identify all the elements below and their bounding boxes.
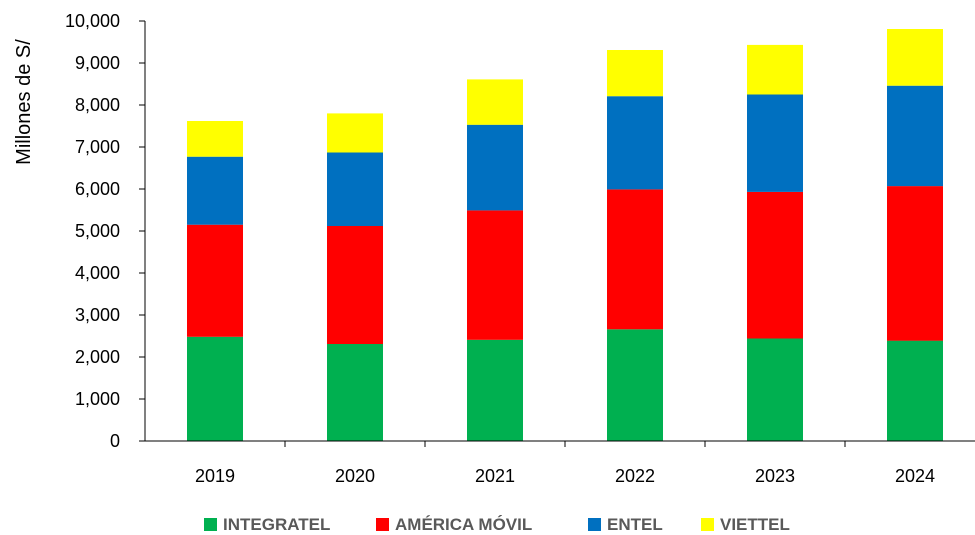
bar-2021-series-1 (467, 210, 523, 340)
y-axis: 0 1,000 2,000 3,000 4,000 5,000 6,000 7,000 8,00… (65, 11, 146, 451)
bar-2024-series-3 (887, 29, 943, 86)
legend-swatch-0 (204, 518, 217, 531)
bar-2019-series-3 (187, 121, 243, 157)
y-tick-label: 9,000 (75, 53, 120, 73)
bar-2020-series-3 (327, 113, 383, 153)
legend-swatch-3 (701, 518, 714, 531)
bar-2022-series-1 (607, 189, 663, 330)
y-tick-label: 6,000 (75, 179, 120, 199)
y-tick-label: 4,000 (75, 263, 120, 283)
bar-2023-series-2 (747, 94, 803, 192)
y-tick-label: 0 (110, 431, 120, 451)
legend-label-0: INTEGRATEL (223, 515, 330, 534)
legend-label-3: VIETTEL (720, 515, 790, 534)
y-tick-label: 7,000 (75, 137, 120, 157)
bar-2019-series-0 (187, 336, 243, 441)
bar-2023-series-0 (747, 338, 803, 441)
bar-2024-series-0 (887, 340, 943, 441)
bar-2023-series-1 (747, 191, 803, 339)
bar-2019-series-2 (187, 156, 243, 225)
bar-2021-series-2 (467, 124, 523, 211)
bar-2024-series-1 (887, 186, 943, 341)
bar-2020-series-2 (327, 152, 383, 226)
x-axis: 2019 2020 2021 2022 2023 2024 (145, 440, 975, 486)
y-tick-label: 1,000 (75, 389, 120, 409)
x-tick-label: 2019 (195, 466, 235, 486)
y-tick-label: 10,000 (65, 11, 120, 31)
y-axis-label: Millones de S/ (13, 39, 35, 165)
legend-swatch-2 (588, 518, 601, 531)
y-tick-label: 2,000 (75, 347, 120, 367)
x-tick-label: 2024 (895, 466, 935, 486)
bar-2021-series-0 (467, 339, 523, 441)
legend-label-2: ENTEL (607, 515, 663, 534)
bar-2020-series-1 (327, 226, 383, 344)
legend-label-1: AMÉRICA MÓVIL (395, 515, 532, 534)
bar-2019-series-1 (187, 224, 243, 337)
bar-2021-series-3 (467, 79, 523, 125)
plot-area (187, 29, 943, 441)
bar-2022-series-0 (607, 329, 663, 441)
y-tick-label: 5,000 (75, 221, 120, 241)
bar-2024-series-2 (887, 85, 943, 187)
legend: INTEGRATEL AMÉRICA MÓVIL ENTEL VIETTEL (204, 515, 790, 534)
x-tick-label: 2023 (755, 466, 795, 486)
bar-2022-series-3 (607, 50, 663, 97)
x-tick-label: 2020 (335, 466, 375, 486)
legend-swatch-1 (376, 518, 389, 531)
y-tick-label: 8,000 (75, 95, 120, 115)
bar-2020-series-0 (327, 344, 383, 441)
bar-2022-series-2 (607, 96, 663, 190)
y-tick-label: 3,000 (75, 305, 120, 325)
x-tick-label: 2022 (615, 466, 655, 486)
x-tick-label: 2021 (475, 466, 515, 486)
bar-2023-series-3 (747, 44, 803, 95)
